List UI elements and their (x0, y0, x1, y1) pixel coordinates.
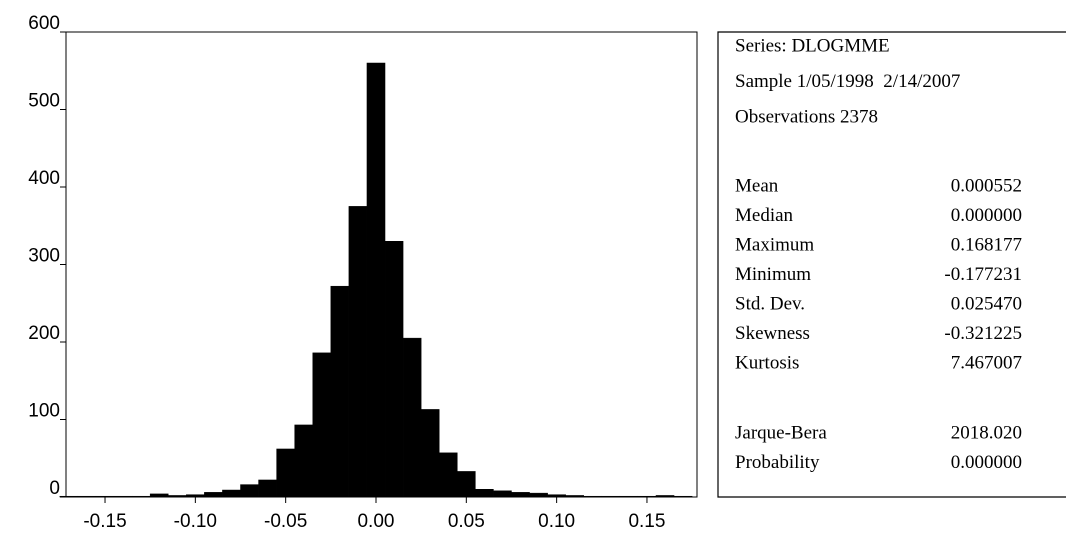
bar (330, 285, 350, 498)
stat-label: Kurtosis (735, 352, 799, 373)
x-tick-label: 0.10 (538, 511, 575, 532)
bar (204, 492, 223, 498)
stat-label: Minimum (735, 264, 811, 285)
bar (222, 489, 241, 498)
y-tick-label: 100 (28, 401, 60, 422)
stat-label: Jarque-Bera (735, 422, 827, 443)
stat-value: 0.168177 (951, 234, 1022, 255)
stat-label: Mean (735, 175, 779, 196)
bar (366, 62, 386, 498)
bar (59, 495, 79, 498)
y-tick-label: 300 (28, 246, 60, 267)
bar (438, 452, 458, 498)
y-tick-label: 0 (49, 478, 60, 499)
stat-value: 0.000000 (951, 452, 1022, 473)
y-tick-label: 400 (28, 168, 60, 189)
stat-value: 0.000552 (951, 175, 1022, 196)
bar (294, 424, 314, 498)
y-tick-label: 600 (28, 13, 60, 34)
x-tick-label: 0.05 (448, 511, 485, 532)
bar (565, 495, 584, 498)
stats-header: Series: DLOGMME (735, 35, 890, 56)
bar (655, 495, 675, 498)
bar (312, 352, 332, 498)
x-tick-label: 0.15 (628, 511, 665, 532)
stat-label: Skewness (735, 323, 810, 344)
bar (167, 495, 187, 498)
bar (258, 479, 277, 498)
x-tick-label: -0.05 (264, 511, 307, 532)
stat-label: Median (735, 205, 794, 226)
stat-value: -0.321225 (944, 323, 1022, 344)
stat-label: Probability (735, 452, 820, 473)
bar (601, 495, 621, 498)
bar (402, 337, 422, 498)
bar (547, 494, 566, 498)
x-tick-label: -0.15 (83, 511, 126, 532)
bar (457, 471, 476, 498)
bar (186, 494, 205, 498)
y-tick-label: 200 (28, 323, 60, 344)
bar (77, 495, 97, 498)
bar (113, 495, 133, 498)
bar (420, 409, 440, 498)
stats-box (717, 31, 1066, 498)
bar (95, 495, 115, 498)
bar (637, 495, 657, 498)
bar (529, 492, 548, 498)
bar (475, 489, 494, 498)
bar (384, 241, 404, 498)
stats-header: Sample 1/05/1998 2/14/2007 (735, 71, 960, 92)
bar (240, 484, 259, 498)
stat-value: -0.177231 (944, 264, 1022, 285)
y-tick-label: 500 (28, 91, 60, 112)
bar (583, 495, 603, 498)
x-tick-label: -0.10 (174, 511, 217, 532)
bar (619, 495, 639, 498)
stat-value: 0.000000 (951, 205, 1022, 226)
stat-label: Std. Dev. (735, 293, 805, 314)
stat-value: 2018.020 (951, 422, 1022, 443)
bar (149, 493, 169, 498)
stat-label: Maximum (735, 234, 814, 255)
bar (276, 448, 295, 498)
bar (493, 490, 512, 498)
bar (348, 206, 368, 498)
bar (673, 495, 693, 498)
x-tick-label: 0.00 (357, 511, 394, 532)
bar (131, 495, 151, 498)
stats-header: Observations 2378 (735, 106, 878, 127)
stat-value: 0.025470 (951, 293, 1022, 314)
stat-value: 7.467007 (951, 352, 1022, 373)
bar (511, 492, 530, 498)
